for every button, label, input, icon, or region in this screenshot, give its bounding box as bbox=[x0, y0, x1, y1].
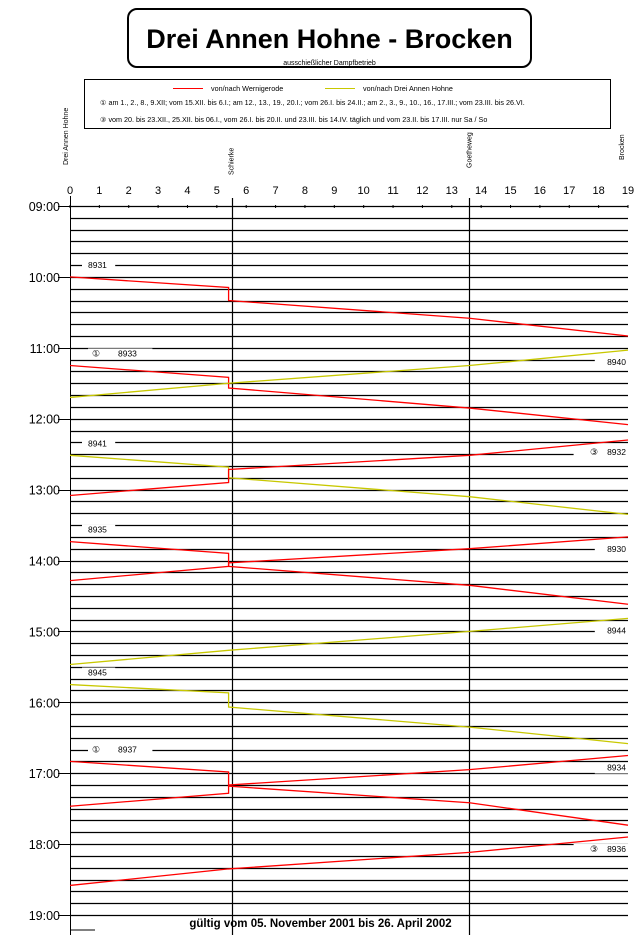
legend-label-yellow: von/nach Drei Annen Hohne bbox=[363, 84, 453, 93]
train-label-bg bbox=[82, 524, 116, 536]
train-number-label: 8933 bbox=[118, 349, 137, 359]
x-tick-label: 7 bbox=[273, 185, 279, 197]
train-label-bg bbox=[88, 744, 153, 756]
x-tick-label: 17 bbox=[563, 185, 575, 197]
note-text-3: vom 20. bis 23.XII., 25.XII. bis 06.I., … bbox=[108, 115, 488, 124]
y-tick-label: 17:00 bbox=[29, 767, 60, 781]
train-note-symbol: ③ bbox=[590, 448, 598, 458]
x-tick-label: 6 bbox=[243, 185, 249, 197]
x-tick-label: 0 bbox=[67, 185, 73, 197]
y-tick-label: 19:00 bbox=[29, 909, 60, 923]
train-path-8936 bbox=[69, 836, 629, 887]
train-path-8941 bbox=[69, 454, 629, 516]
train-label-bg bbox=[82, 438, 116, 450]
x-tick-label: 11 bbox=[387, 185, 398, 197]
train-path-8944 bbox=[69, 617, 629, 666]
x-tick-label: 8 bbox=[302, 185, 308, 197]
title-box: Drei Annen Hohne - Brocken ausschießlich… bbox=[127, 8, 532, 68]
validity-footer: gültig vom 05. November 2001 bis 26. Apr… bbox=[189, 918, 452, 930]
note-symbol-3: ③ bbox=[100, 115, 107, 124]
train-number-label: 8930 bbox=[607, 544, 626, 554]
x-tick-label: 16 bbox=[534, 185, 546, 197]
x-tick-label: 13 bbox=[446, 185, 458, 197]
legend-swatch-red bbox=[173, 87, 203, 90]
train-path-8937 bbox=[69, 760, 629, 826]
note-text-1: am 1., 2., 8., 9.XII; vom 15.XII. bis 6.… bbox=[108, 98, 525, 107]
train-label-bg bbox=[573, 446, 628, 458]
train-number-label: 8934 bbox=[607, 762, 626, 772]
train-path-8933 bbox=[69, 364, 629, 426]
x-tick-label: 9 bbox=[331, 185, 337, 197]
x-tick-label: 18 bbox=[593, 185, 605, 197]
train-number-label: 8941 bbox=[88, 438, 107, 448]
y-tick-label: 15:00 bbox=[29, 625, 60, 639]
train-number-label: 8937 bbox=[118, 744, 137, 754]
train-number-label: 8935 bbox=[88, 525, 107, 535]
train-note-symbol: ① bbox=[92, 350, 100, 360]
train-path-8931 bbox=[69, 276, 629, 337]
legend-label-red: von/nach Wernigerode bbox=[211, 84, 284, 93]
train-note-symbol: ① bbox=[92, 745, 100, 755]
station-label: Brocken bbox=[619, 134, 626, 160]
train-label-bg bbox=[82, 667, 116, 679]
legend: von/nach Wernigerode von/nach Drei Annen… bbox=[84, 79, 611, 129]
chart-subtitle: ausschießlicher Dampfbetrieb bbox=[283, 60, 376, 67]
y-tick-label: 11:00 bbox=[30, 342, 60, 356]
x-tick-label: 15 bbox=[504, 185, 516, 197]
legend-swatch-yellow bbox=[325, 87, 355, 90]
x-tick-label: 10 bbox=[358, 185, 370, 197]
train-number-label: 8944 bbox=[607, 625, 626, 635]
station-label: Goetheweg bbox=[466, 132, 473, 168]
x-tick-label: 2 bbox=[126, 185, 132, 197]
train-number-label: 8940 bbox=[607, 357, 626, 367]
train-number-label: 8931 bbox=[88, 260, 107, 270]
y-tick-label: 12:00 bbox=[29, 413, 60, 427]
train-number-label: 8945 bbox=[88, 668, 107, 678]
station-label: Drei Annen Hohne bbox=[63, 108, 70, 165]
legend-item-yellow: von/nach Drei Annen Hohne bbox=[325, 84, 453, 93]
chart-title: Drei Annen Hohne - Brocken bbox=[146, 24, 513, 54]
train-label-bg bbox=[594, 543, 628, 555]
train-path-8940 bbox=[69, 349, 629, 399]
train-number-label: 8936 bbox=[607, 844, 626, 854]
y-tick-label: 18:00 bbox=[29, 838, 60, 852]
y-tick-label: 13:00 bbox=[29, 484, 60, 498]
x-tick-label: 12 bbox=[416, 185, 428, 197]
train-path-8932 bbox=[69, 439, 629, 497]
y-tick-label: 10:00 bbox=[29, 271, 60, 285]
train-path-8945 bbox=[69, 683, 629, 745]
legend-note-1: ① am 1., 2., 8., 9.XII; vom 15.XII. bis … bbox=[100, 98, 525, 107]
x-tick-label: 1 bbox=[96, 185, 102, 197]
y-tick-label: 14:00 bbox=[29, 555, 60, 569]
train-path-8930 bbox=[69, 536, 629, 582]
x-tick-label: 14 bbox=[475, 185, 487, 197]
train-label-bg bbox=[594, 762, 628, 774]
train-number-label: 8932 bbox=[607, 447, 626, 457]
legend-item-red: von/nach Wernigerode bbox=[173, 84, 283, 93]
train-label-bg bbox=[594, 357, 628, 369]
x-tick-label: 3 bbox=[155, 185, 161, 197]
train-label-bg bbox=[594, 625, 628, 637]
x-tick-label: 4 bbox=[184, 185, 190, 197]
y-tick-label: 16:00 bbox=[29, 696, 60, 710]
train-note-symbol: ③ bbox=[590, 845, 598, 855]
station-label: Schierke bbox=[229, 148, 236, 175]
legend-note-3: ③ vom 20. bis 23.XII., 25.XII. bis 06.I.… bbox=[100, 115, 487, 124]
train-label-bg bbox=[82, 259, 116, 271]
x-tick-label: 19 bbox=[622, 185, 634, 197]
train-label-bg bbox=[88, 348, 153, 360]
x-tick-label: 5 bbox=[214, 185, 220, 197]
y-tick-label: 09:00 bbox=[29, 200, 60, 214]
note-symbol-1: ① bbox=[100, 98, 107, 107]
train-path-8934 bbox=[69, 754, 629, 807]
train-label-bg bbox=[573, 844, 628, 856]
